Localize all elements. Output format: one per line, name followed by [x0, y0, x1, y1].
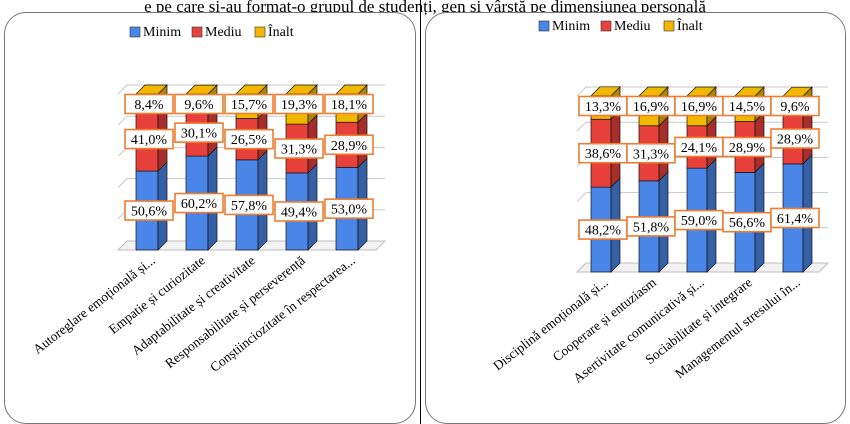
data-label-text: 28,9% [331, 139, 368, 154]
data-label-box [274, 201, 324, 222]
legend: Minim Mediu Înalt [129, 23, 294, 40]
data-label-text: 15,7% [231, 98, 268, 113]
chart-panel-left: Minim Mediu Înalt 50,6% 41,0% 8,4% 60,2% 30,1% 9… [0, 12, 420, 424]
data-label-box [274, 138, 324, 159]
data-label: 15,7% [224, 93, 274, 115]
chart-right: Minim Mediu Înalt 48,2% 38,6% 13,3% 51,8% 31,3%… [490, 17, 830, 386]
legend-label: Înalt [268, 23, 294, 40]
data-label-text: 9,6% [780, 100, 810, 115]
data-label-text: 28,9% [729, 141, 766, 156]
data-label-box [274, 93, 324, 115]
legend-label: Mediu [614, 19, 651, 34]
data-label: 18,1% [324, 93, 374, 115]
data-label: 50,6% [124, 200, 174, 221]
data-label: 14,5% [722, 95, 772, 117]
data-label-text: 60,2% [181, 197, 218, 212]
data-label-box [324, 198, 374, 219]
data-label-box [770, 95, 820, 117]
data-label: 9,6% [770, 95, 820, 117]
data-label-text: 31,3% [281, 143, 318, 158]
data-label-box [174, 93, 224, 115]
legend-label: Înalt [677, 17, 703, 34]
data-label-text: 14,5% [729, 100, 766, 115]
data-label-text: 28,9% [777, 133, 814, 148]
chart-panel-right: Minim Mediu Înalt 48,2% 38,6% 13,3% 51,8% 31,3%… [421, 12, 850, 424]
data-label-text: 31,3% [633, 147, 670, 162]
data-label: 38,6% [578, 142, 628, 164]
chart-left: Minim Mediu Înalt 50,6% 41,0% 8,4% 60,2% 30,1% 9… [30, 23, 387, 375]
data-label-text: 26,5% [231, 133, 268, 148]
data-label-box [224, 93, 274, 115]
data-label: 57,8% [224, 194, 274, 216]
data-label: 28,9% [770, 128, 820, 149]
data-label: 49,4% [274, 201, 324, 222]
data-label: 24,1% [674, 136, 724, 158]
table-column-divider [420, 0, 421, 424]
data-label: 8,4% [124, 93, 174, 115]
legend-swatch-minim [129, 26, 141, 38]
data-label: 16,9% [674, 95, 724, 117]
legend-label: Minim [143, 25, 181, 40]
data-label-text: 49,4% [281, 205, 318, 220]
data-label: 53,0% [324, 198, 374, 219]
data-label-text: 57,8% [231, 199, 268, 214]
data-label-text: 48,2% [585, 224, 622, 239]
data-label: 13,3% [578, 95, 628, 117]
legend-swatch-mediu [191, 26, 203, 38]
data-label-box [324, 134, 374, 156]
data-label-box [770, 128, 820, 149]
data-label-text: 18,1% [331, 98, 368, 113]
data-label-text: 9,6% [184, 98, 214, 113]
data-label-text: 41,0% [131, 133, 168, 148]
data-label-text: 59,0% [681, 214, 718, 229]
data-label-box [174, 192, 224, 214]
data-label: 56,6% [722, 211, 772, 233]
data-label: 31,3% [274, 138, 324, 159]
data-label: 48,2% [578, 219, 628, 240]
data-label: 19,3% [274, 93, 324, 115]
data-label-box [124, 128, 174, 150]
data-label-box [770, 207, 820, 229]
legend-swatch-mediu [600, 20, 612, 32]
data-label-text: 56,6% [729, 216, 766, 231]
data-label-box [174, 122, 224, 143]
data-label: 28,9% [722, 136, 772, 158]
data-label-text: 50,6% [131, 205, 168, 220]
data-label: 26,5% [224, 128, 274, 150]
page-header-fragment: e pe care și-au format-o grupul de stude… [144, 0, 706, 16]
data-label-box [124, 93, 174, 115]
data-label-text: 38,6% [585, 147, 622, 162]
data-label: 59,0% [674, 209, 724, 231]
legend-label: Mediu [205, 25, 242, 40]
data-label: 28,9% [324, 134, 374, 156]
legend-swatch-înalt [254, 26, 266, 38]
data-label-text: 53,0% [331, 203, 368, 218]
data-label: 61,4% [770, 207, 820, 229]
legend-swatch-minim [538, 20, 550, 32]
legend-label: Minim [552, 19, 590, 34]
data-label-box [124, 200, 174, 221]
legend-swatch-înalt [663, 20, 675, 32]
data-label-text: 16,9% [681, 100, 718, 115]
data-label-text: 30,1% [181, 127, 218, 142]
data-label: 31,3% [626, 142, 676, 164]
data-label: 41,0% [124, 128, 174, 150]
data-label-text: 24,1% [681, 141, 718, 156]
data-label-text: 8,4% [134, 98, 164, 113]
data-label-box [224, 128, 274, 150]
data-label: 16,9% [626, 95, 676, 117]
data-label-text: 61,4% [777, 212, 814, 227]
data-label: 51,8% [626, 216, 676, 237]
data-label: 9,6% [174, 93, 224, 115]
data-label-box [224, 194, 274, 216]
legend: Minim Mediu Înalt [538, 17, 703, 34]
data-label: 30,1% [174, 122, 224, 143]
data-label-text: 19,3% [281, 98, 318, 113]
data-label-text: 13,3% [585, 100, 622, 115]
data-label-text: 16,9% [633, 100, 670, 115]
data-label-box [324, 93, 374, 115]
data-label: 60,2% [174, 192, 224, 214]
data-label-text: 51,8% [633, 220, 670, 235]
